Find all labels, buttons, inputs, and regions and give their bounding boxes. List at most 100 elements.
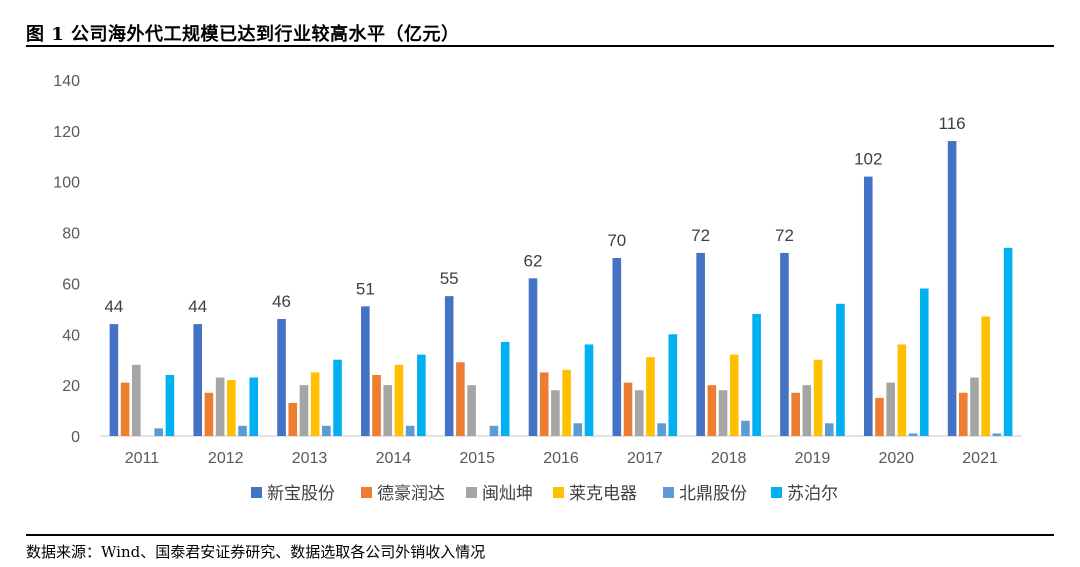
legend-label: 新宝股份 [267, 484, 335, 504]
bar-德豪润达-2017 [623, 382, 633, 436]
x-tick-label: 2016 [543, 450, 579, 467]
bar-德豪润达-2018 [707, 385, 717, 436]
bar-德豪润达-2013 [288, 402, 298, 436]
data-labels: 44 44 46 51 55 62 70 72 72 102 116 [104, 114, 965, 316]
data-label: 51 [356, 279, 375, 298]
x-tick-label: 2012 [208, 450, 244, 467]
bar-苏泊尔-2020 [919, 288, 929, 436]
bar-新宝股份-2017 [612, 258, 622, 436]
y-axis: 0 20 40 60 80 100 120 140 [53, 73, 80, 446]
bar-北鼎股份-2015 [489, 425, 499, 436]
bar-莱克电器-2019 [813, 359, 823, 436]
bar-德豪润达-2012 [204, 392, 214, 436]
bar-莱克电器-2012 [227, 380, 236, 436]
figure-source: 数据来源：Wind、国泰君安证券研究、数据选取各公司外销收入情况 [26, 543, 486, 561]
bar-北鼎股份-2017 [657, 423, 666, 436]
x-tick-label: 2019 [795, 450, 831, 467]
data-label: 70 [607, 231, 626, 250]
bar-苏泊尔-2012 [249, 377, 259, 436]
legend-label: 莱克电器 [569, 484, 637, 504]
bar-德豪润达-2014 [372, 374, 381, 436]
bar-莱克电器-2021 [981, 316, 990, 436]
bar-北鼎股份-2011 [154, 428, 164, 436]
x-tick-label: 2015 [459, 450, 495, 467]
bar-德豪润达-2016 [539, 372, 549, 436]
bar-北鼎股份-2016 [573, 423, 583, 436]
bar-莱克电器-2016 [562, 369, 571, 436]
bar-新宝股份-2019 [780, 252, 789, 436]
data-label: 102 [854, 150, 882, 169]
legend-swatch [361, 487, 372, 498]
y-tick-label: 20 [62, 378, 80, 395]
bar-新宝股份-2011 [109, 324, 119, 436]
legend-label: 德豪润达 [377, 483, 445, 504]
bar-苏泊尔-2017 [668, 334, 678, 436]
x-tick-label: 2013 [292, 450, 328, 467]
x-tick-label: 2011 [125, 450, 160, 467]
bar-德豪润达-2021 [958, 392, 968, 436]
bar-闽灿坤-2015 [467, 385, 476, 436]
x-tick-label: 2020 [878, 450, 914, 467]
data-label: 55 [440, 269, 459, 288]
legend-swatch [251, 487, 262, 498]
legend-swatch [466, 487, 477, 498]
legend-swatch [663, 487, 674, 498]
bar-新宝股份-2018 [696, 252, 705, 436]
y-tick-label: 60 [62, 276, 80, 293]
bar-闽灿坤-2019 [802, 385, 812, 436]
y-tick-label: 80 [62, 226, 80, 243]
bar-新宝股份-2020 [863, 176, 873, 436]
bar-闽灿坤-2017 [634, 390, 644, 436]
bar-苏泊尔-2011 [165, 374, 175, 436]
x-tick-label: 2017 [627, 450, 663, 467]
bar-莱克电器-2017 [646, 357, 655, 436]
bar-闽灿坤-2020 [886, 382, 895, 436]
data-label: 62 [524, 251, 543, 270]
bar-苏泊尔-2016 [584, 344, 594, 436]
bar-chart: 0 20 40 60 80 100 120 140 44 44 46 51 55 62 70 72 72 102… [53, 73, 1022, 504]
y-tick-label: 140 [53, 73, 80, 90]
bar-北鼎股份-2019 [824, 423, 834, 436]
bar-闽灿坤-2018 [718, 390, 728, 436]
top-rule [26, 45, 1054, 47]
x-axis: 2011 2012 2013 2014 2015 2016 2017 2018 2019 2020… [125, 450, 998, 467]
y-tick-label: 100 [53, 175, 80, 192]
bar-新宝股份-2013 [277, 319, 286, 436]
data-label: 44 [188, 297, 207, 316]
bar-新宝股份-2015 [444, 296, 454, 436]
data-label: 72 [775, 226, 794, 245]
bar-北鼎股份-2012 [238, 425, 247, 436]
bar-闽灿坤-2021 [970, 377, 979, 436]
bar-新宝股份-2014 [361, 306, 370, 436]
data-label: 44 [104, 297, 123, 316]
bar-闽灿坤-2013 [299, 385, 309, 436]
bar-莱克电器-2013 [310, 372, 320, 436]
bar-苏泊尔-2021 [1003, 247, 1013, 436]
bar-新宝股份-2021 [947, 141, 957, 436]
bar-德豪润达-2015 [456, 362, 465, 436]
figure-title: 图 1 公司海外代工规模已达到行业较高水平（亿元） [26, 24, 460, 45]
bar-德豪润达-2020 [875, 397, 884, 436]
bar-闽灿坤-2012 [215, 377, 225, 436]
bar-苏泊尔-2015 [500, 341, 510, 436]
bar-北鼎股份-2013 [322, 425, 331, 436]
legend: 新宝股份 德豪润达 闽灿坤 莱克电器 北鼎股份 苏泊尔 [251, 483, 838, 504]
bar-新宝股份-2012 [193, 324, 203, 436]
bar-北鼎股份-2020 [908, 433, 918, 436]
legend-swatch [771, 487, 782, 498]
legend-label: 苏泊尔 [787, 484, 838, 504]
legend-swatch [553, 487, 564, 498]
bar-北鼎股份-2021 [992, 433, 1002, 436]
bar-德豪润达-2011 [120, 382, 130, 436]
bar-北鼎股份-2018 [741, 420, 750, 436]
bars-group [109, 141, 1013, 436]
data-label: 72 [691, 226, 710, 245]
x-tick-label: 2014 [376, 450, 412, 467]
bar-苏泊尔-2013 [333, 359, 342, 436]
bar-莱克电器-2020 [897, 344, 907, 436]
bottom-rule [26, 534, 1054, 536]
bar-苏泊尔-2014 [417, 354, 426, 436]
y-tick-label: 120 [53, 124, 80, 141]
x-tick-label: 2018 [711, 450, 747, 467]
y-tick-label: 40 [62, 327, 80, 344]
